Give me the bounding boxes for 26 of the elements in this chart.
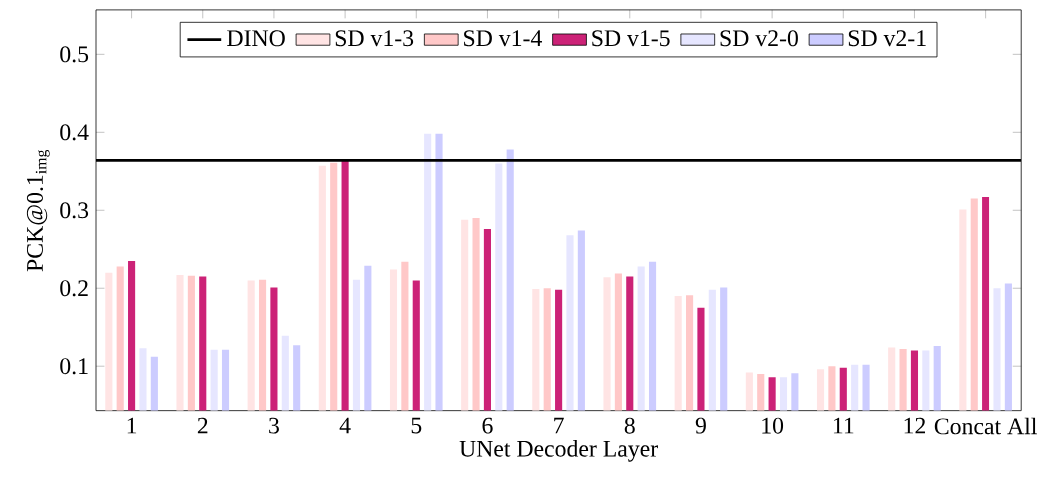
legend-label: SD v1-5 (592, 30, 670, 47)
x-tick-label: 7 (554, 417, 564, 434)
legend-label: SD v1-3 (335, 30, 414, 47)
x-tick-label: 8 (624, 417, 635, 434)
x-tick-label: 12 (904, 417, 926, 434)
x-tick-label: 11 (833, 417, 854, 434)
x-tick-label: 9 (695, 417, 706, 434)
x-axis-title: UNet Decoder Layer (459, 440, 658, 462)
x-tick-label: 3 (269, 417, 279, 434)
y-tick-label: 0.3 (60, 202, 89, 219)
legend-label: SD v2-1 (848, 30, 926, 47)
x-tick-label: 10 (762, 417, 784, 434)
x-tick-label: Concat All (934, 417, 1037, 435)
x-tick-label: 2 (197, 417, 208, 434)
y-tick-label: 0.1 (60, 358, 88, 375)
x-tick-label: 6 (482, 417, 493, 434)
legend-label: SD v1-4 (464, 30, 542, 47)
x-tick-label: 5 (411, 417, 422, 434)
y-tick-label: 0.2 (60, 280, 88, 297)
legend-label: SD v2-0 (720, 30, 798, 47)
x-tick-label: 1 (127, 417, 137, 434)
y-tick-label: 0.5 (60, 46, 89, 63)
legend-label: DINO (227, 30, 285, 47)
y-axis-title: PCK@0.1$_{img}$ (26, 149, 50, 272)
x-tick-label: 4 (339, 417, 351, 434)
y-tick-label: 0.4 (60, 124, 89, 141)
